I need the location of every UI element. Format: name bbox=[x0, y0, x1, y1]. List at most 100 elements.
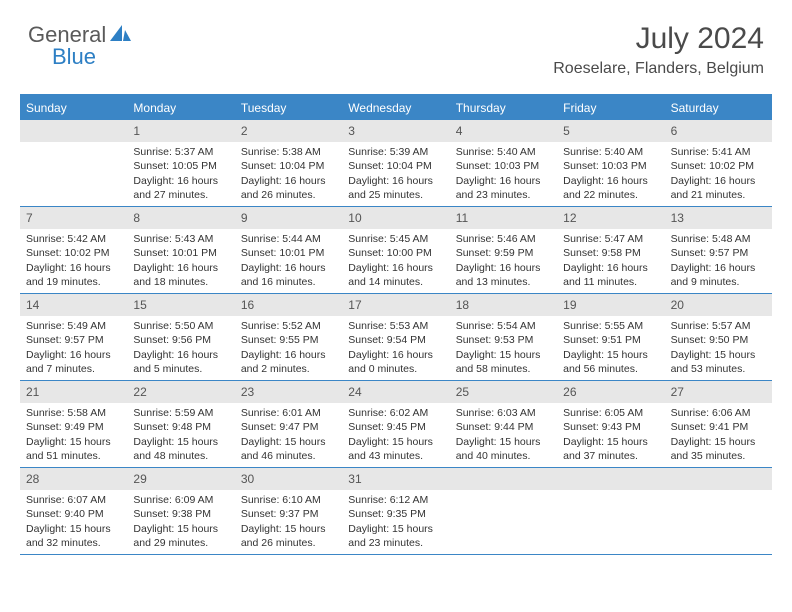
week-row: 21Sunrise: 5:58 AMSunset: 9:49 PMDayligh… bbox=[20, 381, 772, 468]
sunrise-text: Sunrise: 5:46 AM bbox=[456, 232, 551, 246]
day-number: 21 bbox=[20, 381, 127, 403]
day-body: Sunrise: 5:50 AMSunset: 9:56 PMDaylight:… bbox=[127, 316, 234, 380]
day-body: Sunrise: 5:59 AMSunset: 9:48 PMDaylight:… bbox=[127, 403, 234, 467]
day-number: 2 bbox=[235, 120, 342, 142]
dow-row: Sunday Monday Tuesday Wednesday Thursday… bbox=[20, 96, 772, 120]
day-cell: 22Sunrise: 5:59 AMSunset: 9:48 PMDayligh… bbox=[127, 381, 234, 467]
day-number: 13 bbox=[665, 207, 772, 229]
daylight-text: Daylight: 16 hours and 25 minutes. bbox=[348, 174, 443, 202]
day-cell: 11Sunrise: 5:46 AMSunset: 9:59 PMDayligh… bbox=[450, 207, 557, 293]
sunrise-text: Sunrise: 5:55 AM bbox=[563, 319, 658, 333]
daylight-text: Daylight: 16 hours and 13 minutes. bbox=[456, 261, 551, 289]
day-number: 5 bbox=[557, 120, 664, 142]
day-cell: 30Sunrise: 6:10 AMSunset: 9:37 PMDayligh… bbox=[235, 468, 342, 554]
sunrise-text: Sunrise: 6:09 AM bbox=[133, 493, 228, 507]
daylight-text: Daylight: 15 hours and 46 minutes. bbox=[241, 435, 336, 463]
day-cell: 2Sunrise: 5:38 AMSunset: 10:04 PMDayligh… bbox=[235, 120, 342, 206]
dow-tue: Tuesday bbox=[235, 96, 342, 120]
sunrise-text: Sunrise: 5:58 AM bbox=[26, 406, 121, 420]
day-body: Sunrise: 5:37 AMSunset: 10:05 PMDaylight… bbox=[127, 142, 234, 206]
day-cell: 31Sunrise: 6:12 AMSunset: 9:35 PMDayligh… bbox=[342, 468, 449, 554]
sunset-text: Sunset: 9:55 PM bbox=[241, 333, 336, 347]
sunrise-text: Sunrise: 6:06 AM bbox=[671, 406, 766, 420]
day-cell: 26Sunrise: 6:05 AMSunset: 9:43 PMDayligh… bbox=[557, 381, 664, 467]
day-cell: 6Sunrise: 5:41 AMSunset: 10:02 PMDayligh… bbox=[665, 120, 772, 206]
day-body: Sunrise: 5:45 AMSunset: 10:00 PMDaylight… bbox=[342, 229, 449, 293]
day-number: 11 bbox=[450, 207, 557, 229]
daylight-text: Daylight: 15 hours and 37 minutes. bbox=[563, 435, 658, 463]
day-cell: 9Sunrise: 5:44 AMSunset: 10:01 PMDayligh… bbox=[235, 207, 342, 293]
day-number: 3 bbox=[342, 120, 449, 142]
sunset-text: Sunset: 9:44 PM bbox=[456, 420, 551, 434]
sunrise-text: Sunrise: 6:07 AM bbox=[26, 493, 121, 507]
sunset-text: Sunset: 9:48 PM bbox=[133, 420, 228, 434]
day-cell: 12Sunrise: 5:47 AMSunset: 9:58 PMDayligh… bbox=[557, 207, 664, 293]
day-number: 29 bbox=[127, 468, 234, 490]
daylight-text: Daylight: 15 hours and 53 minutes. bbox=[671, 348, 766, 376]
day-body: Sunrise: 5:54 AMSunset: 9:53 PMDaylight:… bbox=[450, 316, 557, 380]
sunset-text: Sunset: 10:04 PM bbox=[348, 159, 443, 173]
sunrise-text: Sunrise: 5:40 AM bbox=[456, 145, 551, 159]
day-number: 30 bbox=[235, 468, 342, 490]
day-number: 15 bbox=[127, 294, 234, 316]
sunset-text: Sunset: 9:43 PM bbox=[563, 420, 658, 434]
daylight-text: Daylight: 15 hours and 35 minutes. bbox=[671, 435, 766, 463]
day-number: 31 bbox=[342, 468, 449, 490]
day-body: Sunrise: 5:41 AMSunset: 10:02 PMDaylight… bbox=[665, 142, 772, 206]
day-body: Sunrise: 5:42 AMSunset: 10:02 PMDaylight… bbox=[20, 229, 127, 293]
daylight-text: Daylight: 16 hours and 16 minutes. bbox=[241, 261, 336, 289]
month-title: July 2024 bbox=[553, 22, 764, 56]
sunset-text: Sunset: 9:57 PM bbox=[671, 246, 766, 260]
sunset-text: Sunset: 10:03 PM bbox=[563, 159, 658, 173]
day-body: Sunrise: 6:10 AMSunset: 9:37 PMDaylight:… bbox=[235, 490, 342, 554]
sunrise-text: Sunrise: 5:38 AM bbox=[241, 145, 336, 159]
day-number: 19 bbox=[557, 294, 664, 316]
day-cell: 29 Sunrise: 6:09 AMSunset: 9:38 PMDayligh… bbox=[127, 468, 234, 554]
dow-thu: Thursday bbox=[450, 96, 557, 120]
day-number: 23 bbox=[235, 381, 342, 403]
day-body: Sunrise: 5:58 AMSunset: 9:49 PMDaylight:… bbox=[20, 403, 127, 467]
header: General July 2024 Roeselare, Flanders, B… bbox=[0, 0, 792, 84]
sunrise-text: Sunrise: 6:12 AM bbox=[348, 493, 443, 507]
day-number bbox=[450, 468, 557, 490]
sunset-text: Sunset: 9:56 PM bbox=[133, 333, 228, 347]
sunrise-text: Sunrise: 5:42 AM bbox=[26, 232, 121, 246]
day-body: Sunrise: 5:52 AMSunset: 9:55 PMDaylight:… bbox=[235, 316, 342, 380]
day-cell: 13Sunrise: 5:48 AMSunset: 9:57 PMDayligh… bbox=[665, 207, 772, 293]
day-number: 20 bbox=[665, 294, 772, 316]
logo-text-blue-wrap: Blue bbox=[52, 44, 96, 70]
day-number: 25 bbox=[450, 381, 557, 403]
daylight-text: Daylight: 16 hours and 2 minutes. bbox=[241, 348, 336, 376]
daylight-text: Daylight: 15 hours and 29 minutes. bbox=[133, 522, 228, 550]
sunrise-text: Sunrise: 5:45 AM bbox=[348, 232, 443, 246]
day-body bbox=[665, 490, 772, 497]
day-body: Sunrise: 6:12 AMSunset: 9:35 PMDaylight:… bbox=[342, 490, 449, 554]
day-body: Sunrise: 6:03 AMSunset: 9:44 PMDaylight:… bbox=[450, 403, 557, 467]
sunset-text: Sunset: 10:04 PM bbox=[241, 159, 336, 173]
sunset-text: Sunset: 9:45 PM bbox=[348, 420, 443, 434]
sunset-text: Sunset: 9:41 PM bbox=[671, 420, 766, 434]
week-row: 28Sunrise: 6:07 AMSunset: 9:40 PMDayligh… bbox=[20, 468, 772, 555]
day-body: Sunrise: 6:02 AMSunset: 9:45 PMDaylight:… bbox=[342, 403, 449, 467]
sunset-text: Sunset: 10:05 PM bbox=[133, 159, 228, 173]
sunset-text: Sunset: 9:38 PM bbox=[133, 507, 228, 521]
daylight-text: Daylight: 15 hours and 32 minutes. bbox=[26, 522, 121, 550]
sunrise-text: Sunrise: 5:57 AM bbox=[671, 319, 766, 333]
daylight-text: Daylight: 15 hours and 48 minutes. bbox=[133, 435, 228, 463]
day-cell: 3Sunrise: 5:39 AMSunset: 10:04 PMDayligh… bbox=[342, 120, 449, 206]
day-body: Sunrise: 5:47 AMSunset: 9:58 PMDaylight:… bbox=[557, 229, 664, 293]
day-number: 1 bbox=[127, 120, 234, 142]
sunrise-text: Sunrise: 5:37 AM bbox=[133, 145, 228, 159]
week-row: 1Sunrise: 5:37 AMSunset: 10:05 PMDayligh… bbox=[20, 120, 772, 207]
sunrise-text: Sunrise: 5:49 AM bbox=[26, 319, 121, 333]
sunrise-text: Sunrise: 6:05 AM bbox=[563, 406, 658, 420]
day-body: Sunrise: 5:48 AMSunset: 9:57 PMDaylight:… bbox=[665, 229, 772, 293]
day-body: Sunrise: 6:06 AMSunset: 9:41 PMDaylight:… bbox=[665, 403, 772, 467]
day-body: Sunrise: 5:43 AMSunset: 10:01 PMDaylight… bbox=[127, 229, 234, 293]
daylight-text: Daylight: 16 hours and 18 minutes. bbox=[133, 261, 228, 289]
daylight-text: Daylight: 15 hours and 43 minutes. bbox=[348, 435, 443, 463]
day-body bbox=[450, 490, 557, 497]
sunset-text: Sunset: 9:37 PM bbox=[241, 507, 336, 521]
day-cell bbox=[557, 468, 664, 554]
dow-mon: Monday bbox=[127, 96, 234, 120]
